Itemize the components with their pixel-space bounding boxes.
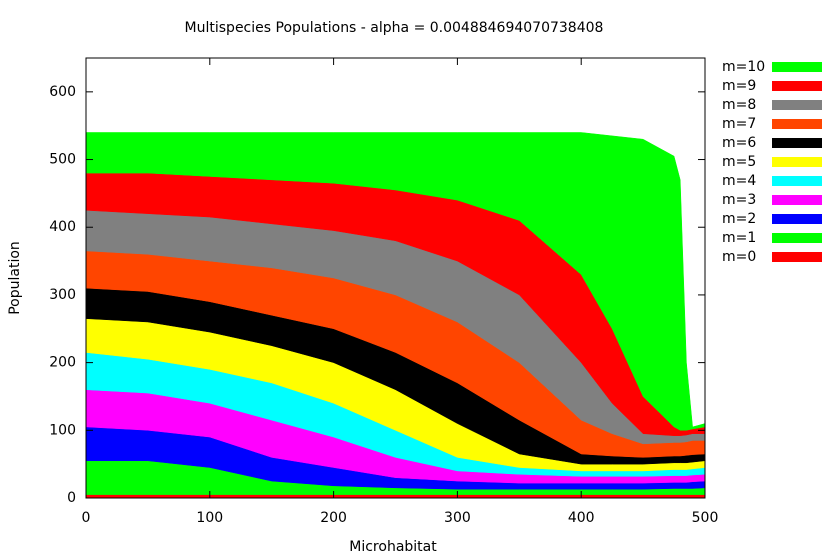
x-axis-label: Microhabitat [349, 539, 437, 555]
legend-label: m=9 [722, 78, 756, 94]
x-tick-label: 400 [568, 510, 595, 526]
y-tick-label: 500 [49, 152, 76, 168]
legend-label: m=10 [722, 59, 765, 75]
x-tick-label: 200 [320, 510, 347, 526]
y-tick-label: 300 [49, 287, 76, 303]
legend-swatch [772, 195, 822, 205]
y-tick-label: 100 [49, 422, 76, 438]
x-tick-label: 500 [692, 510, 719, 526]
y-tick-label: 0 [67, 490, 76, 506]
legend-swatch [772, 252, 822, 262]
legend-label: m=1 [722, 230, 756, 246]
legend-swatch [772, 81, 822, 91]
area [85, 494, 706, 499]
legend-label: m=8 [722, 97, 756, 113]
x-tick-label: 0 [82, 510, 91, 526]
plot-border [85, 57, 706, 499]
legend-swatch [772, 214, 822, 224]
legend-label: m=2 [722, 211, 756, 227]
y-tick-label: 600 [49, 84, 76, 100]
x-tick-label: 100 [196, 510, 223, 526]
legend-swatch [772, 176, 822, 186]
legend-label: m=4 [722, 173, 756, 189]
legend-label: m=6 [722, 135, 756, 151]
legend-swatch [772, 100, 822, 110]
chart-title: Multispecies Populations - alpha = 0.004… [185, 20, 604, 36]
legend-swatch [772, 138, 822, 148]
x-tick-label: 300 [444, 510, 471, 526]
y-tick-label: 200 [49, 355, 76, 371]
y-axis-label: Population [7, 241, 23, 315]
legend-swatch [772, 62, 822, 72]
legend-label: m=3 [722, 192, 756, 208]
legend-label: m=0 [722, 249, 756, 265]
legend-swatch [772, 157, 822, 167]
legend-label: m=5 [722, 154, 756, 170]
legend-label: m=7 [722, 116, 756, 132]
y-tick-label: 400 [49, 219, 76, 235]
legend-swatch [772, 233, 822, 243]
legend-swatch [772, 119, 822, 129]
